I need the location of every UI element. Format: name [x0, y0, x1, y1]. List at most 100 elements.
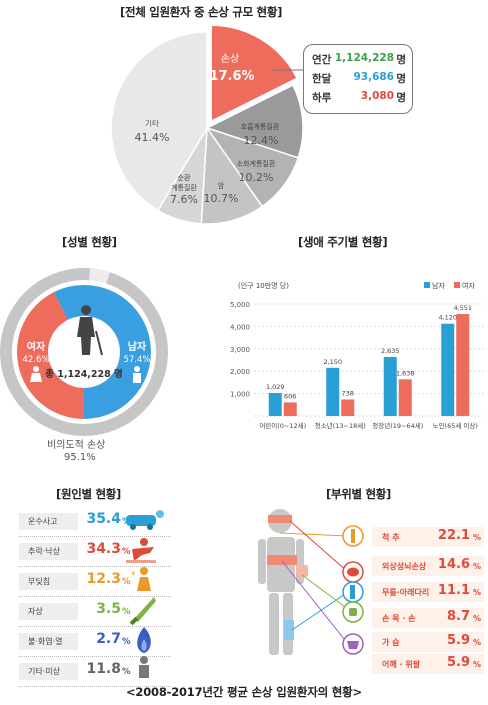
- legend-label: 남자: [432, 281, 445, 290]
- bar-value-label: 1,638: [396, 369, 415, 377]
- collision-icon: [131, 567, 151, 591]
- pie-label-circulatory-name1: 순환: [178, 173, 191, 182]
- pie-label-injury-name: 손상: [221, 53, 239, 65]
- gender-total: 총 1,124,228 명: [45, 368, 123, 380]
- bodypart-row: 척 추 22.1%: [372, 527, 484, 547]
- pie-slice-5: [110, 31, 208, 212]
- bodypart-title: [부위별 현황]: [326, 487, 392, 501]
- bodypart-label: 무릎·아래다리: [382, 588, 430, 597]
- bodypart-label: 외상성뇌손상: [382, 562, 427, 571]
- y-tick-label: 3,000: [230, 346, 250, 354]
- overall-pie-chart: 손상 17.6% 호흡계통질환 12.4% 소화계통질환 10.2% 암 10.…: [110, 24, 304, 225]
- legend-swatch: [454, 282, 460, 288]
- bar-value-label: 2,150: [323, 358, 342, 366]
- bar-value-label: 4,120: [438, 314, 457, 322]
- connector-chest: [281, 560, 349, 645]
- cause-unit: %: [122, 547, 131, 557]
- bar-value-label: 1,029: [266, 383, 285, 391]
- y-axis-unit-label: (인구 10만명 당): [238, 281, 289, 290]
- pie-label-other-name: 기타: [145, 119, 159, 128]
- car-crash-icon: [126, 510, 164, 530]
- summary-unit: 명: [396, 73, 406, 85]
- bar-value-label: 4,551: [453, 304, 472, 312]
- female-name: 여자: [27, 340, 46, 353]
- bandaged-body-icon: [258, 509, 308, 655]
- pie-slice-0: [210, 24, 299, 123]
- bodypart-value: 8.7: [446, 609, 470, 624]
- connector-hand: [301, 574, 349, 610]
- bodypart-row: 무릎·아래다리 11.1%: [372, 582, 484, 602]
- spine-icon: [342, 525, 364, 547]
- pie-label-digestive-value: 10.2%: [239, 171, 274, 184]
- cause-unit: %: [122, 637, 131, 647]
- bar-female: [456, 314, 470, 416]
- legend-label: 여자: [462, 281, 475, 290]
- bar-female: [283, 402, 297, 416]
- cause-label: 부딪침: [19, 573, 78, 590]
- bodypart-value: 11.1: [437, 583, 470, 598]
- bodypart-row: 어깨 · 위팔 5.9%: [372, 654, 484, 674]
- summary-row-daily: 하루 3,080 명: [312, 90, 406, 108]
- gender-title: [성별 현황]: [62, 235, 117, 249]
- bodypart-row: 가 슴 5.9%: [372, 632, 484, 652]
- bar-female: [341, 399, 355, 416]
- footer-caption: <2008-2017년간 평균 손상 입원환자의 현황>: [125, 685, 362, 699]
- cause-unit: %: [122, 667, 131, 677]
- x-tick-label: 어린이(0~12세): [259, 421, 306, 430]
- pie-label-injury-value: 17.6%: [209, 69, 254, 84]
- unintentional-value: 95.1%: [64, 452, 96, 463]
- bodypart-unit: %: [472, 562, 481, 571]
- x-tick-label: 청소년(13~18세): [315, 421, 366, 430]
- pie-label-circulatory-value: 7.6%: [170, 193, 198, 206]
- legend-swatch: [424, 282, 430, 288]
- cause-label: 자상: [19, 603, 78, 620]
- bar-male: [383, 356, 397, 416]
- summary-box: 연간 1,124,228 명 한달 93,686 명 하루 3,080 명: [303, 44, 413, 114]
- chest-icon: [342, 633, 364, 655]
- bar-male: [326, 367, 340, 416]
- x-tick-label: 청장년(19~64세): [372, 421, 423, 430]
- bodypart-unit: %: [472, 660, 481, 669]
- cause-unit: %: [122, 577, 131, 587]
- cause-row: 부딪침 12.3%: [19, 566, 171, 597]
- bodypart-label: 척 추: [382, 533, 400, 542]
- cause-value: 2.7: [96, 631, 121, 647]
- cause-title: [원인별 현황]: [56, 487, 122, 501]
- bar-male: [268, 392, 282, 416]
- summary-label: 한달: [312, 73, 332, 85]
- gender-donut-chart: 총 1,124,228 명 여자 42.6% 남자 57.4%: [0, 268, 168, 436]
- bodypart-value: 14.6: [437, 557, 470, 572]
- cause-label: 추락·낙상: [19, 543, 78, 560]
- male-name: 남자: [128, 340, 147, 353]
- bodypart-row: 외상성뇌손상 14.6%: [372, 556, 484, 576]
- pie-label-digestive-name: 소화계통질환: [237, 159, 276, 168]
- knife-icon: [129, 597, 156, 626]
- cause-row: 불·화염·열 2.7%: [19, 626, 171, 657]
- patient-with-cane-icon: [77, 305, 103, 356]
- bodypart-unit: %: [472, 614, 481, 623]
- cause-value: 35.4: [86, 511, 121, 527]
- bar-female: [398, 379, 412, 416]
- person-icon: [139, 656, 149, 678]
- pie-label-respiratory-name: 호흡계통질환: [241, 122, 280, 131]
- cause-row: 기타·미상 11.8%: [19, 656, 171, 687]
- cause-row: 추락·낙상 34.3%: [19, 536, 171, 567]
- cause-value: 11.8: [86, 661, 121, 677]
- bodypart-label: 가 슴: [382, 638, 400, 647]
- bodypart-unit: %: [472, 588, 481, 597]
- pie-label-respiratory-value: 12.4%: [244, 134, 279, 147]
- bodypart-label: 어깨 · 위팔: [382, 660, 421, 669]
- pie-slice-1: [205, 84, 304, 159]
- bar-value-label: 738: [342, 389, 354, 397]
- unintentional-label: 비의도적 손상: [47, 440, 106, 451]
- bodypart-row: 손 목 · 손 8.7%: [372, 608, 484, 628]
- summary-value: 1,124,228: [334, 52, 394, 64]
- y-tick-label: 1,000: [230, 391, 250, 399]
- x-tick-label: 노인(65세 이상): [433, 421, 478, 430]
- y-tick-label: 2,000: [230, 368, 250, 376]
- bodypart-label: 손 목 · 손: [382, 614, 416, 623]
- pie-label-cancer-value: 10.7%: [204, 192, 239, 205]
- bodypart-unit: %: [472, 533, 481, 542]
- lifecycle-bar-chart: (인구 10만명 당) 남자 여자 1,000 2,000 3,000 4,000 5,0…: [230, 281, 484, 430]
- pie-label-cancer-name: 암: [218, 182, 225, 190]
